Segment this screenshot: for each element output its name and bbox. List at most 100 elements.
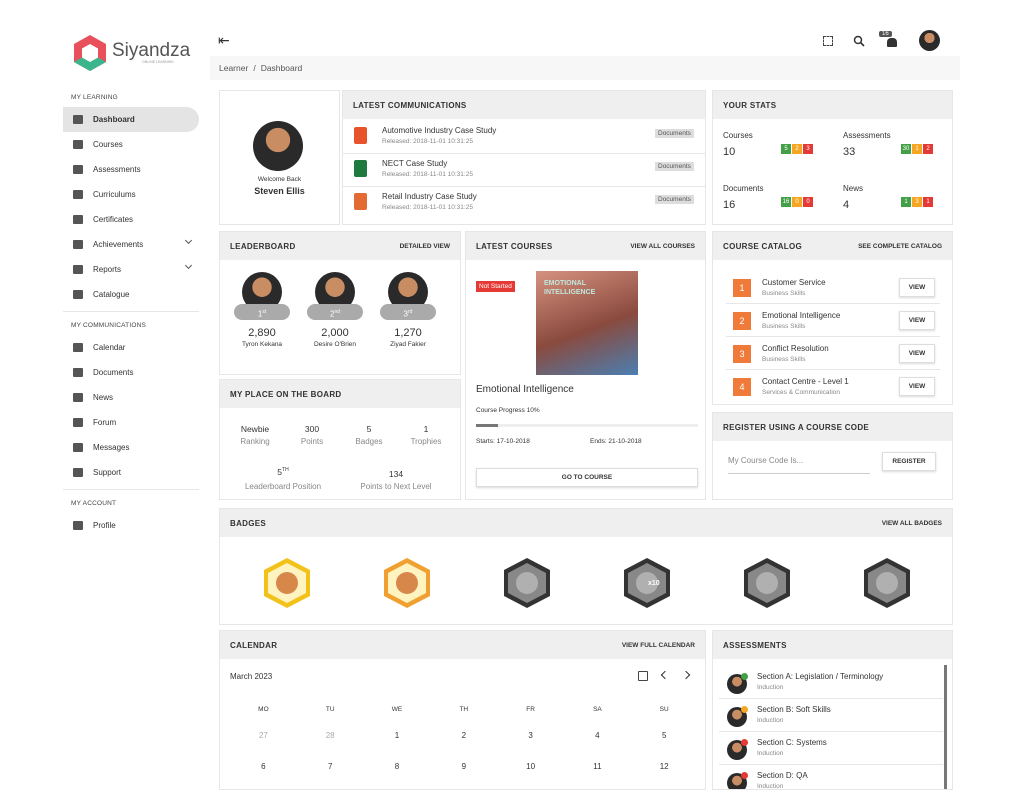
calendar-day[interactable]: 4 xyxy=(595,731,600,740)
view-button[interactable]: VIEW xyxy=(899,344,935,363)
nav-item[interactable]: Dashboard xyxy=(63,107,199,132)
calendar-day[interactable]: 1 xyxy=(394,731,400,740)
nav-item[interactable]: Profile xyxy=(63,513,199,538)
collapse-button[interactable]: ⇤ xyxy=(218,32,230,48)
calendar-day[interactable]: 28 xyxy=(325,731,335,740)
stat-value: 16 xyxy=(723,199,736,211)
catalog-category: Business Skills xyxy=(762,290,806,297)
assessment-title[interactable]: Section A: Legislation / Terminology xyxy=(757,672,884,681)
catalog-number: 2 xyxy=(733,312,751,330)
nav-item[interactable]: Forum xyxy=(63,410,199,435)
communication-title[interactable]: Automotive Industry Case Study xyxy=(382,126,497,135)
progress-value: 10% xyxy=(526,407,540,414)
calendar-day[interactable]: 10 xyxy=(526,762,536,771)
calendar-next[interactable] xyxy=(681,670,691,680)
register-button[interactable]: REGISTER xyxy=(882,452,936,471)
calendar-prev[interactable] xyxy=(660,670,670,680)
nav-icon xyxy=(73,290,83,299)
calendar-day[interactable]: 11 xyxy=(593,762,602,771)
rank-number: 2 xyxy=(329,309,335,319)
card-action[interactable]: VIEW FULL CALENDAR xyxy=(621,641,695,649)
card-action[interactable]: DETAILED VIEW xyxy=(399,242,450,250)
row-divider xyxy=(719,698,943,699)
calendar-day[interactable]: 7 xyxy=(327,762,333,771)
nav-item[interactable]: Support xyxy=(63,460,199,485)
nav-item[interactable]: Assessments xyxy=(63,157,199,182)
row-divider xyxy=(343,186,705,187)
calendar-day[interactable]: 2 xyxy=(461,731,467,740)
notification-count: 16 xyxy=(879,31,892,37)
nav-label: Assessments xyxy=(93,165,141,174)
nav-divider xyxy=(63,311,199,312)
catalog-title: Emotional Intelligence xyxy=(762,311,841,320)
search-button[interactable] xyxy=(853,35,866,48)
view-button[interactable]: VIEW xyxy=(899,377,935,396)
course-code-input[interactable]: My Course Code Is... xyxy=(728,456,870,474)
badge[interactable] xyxy=(382,557,432,609)
nav-item[interactable]: Reports xyxy=(63,257,199,282)
view-button[interactable]: VIEW xyxy=(899,278,935,297)
scrollbar xyxy=(944,665,947,789)
nav-item[interactable]: News xyxy=(63,385,199,410)
nav-item[interactable]: Achievements xyxy=(63,232,199,257)
card-action[interactable]: SEE COMPLETE CATALOG xyxy=(858,242,942,250)
row-divider xyxy=(719,731,943,732)
catalog-category: Services & Communication xyxy=(762,389,841,396)
position-label: Leaderboard Position xyxy=(244,482,322,491)
breadcrumb-item[interactable]: Learner xyxy=(219,63,249,73)
card-header: LATEST COMMUNICATIONS xyxy=(343,91,705,119)
badge[interactable] xyxy=(502,557,552,609)
card-action[interactable]: VIEW ALL BADGES xyxy=(881,519,942,527)
calendar-day[interactable]: 8 xyxy=(394,762,400,771)
badge[interactable] xyxy=(742,557,792,609)
badge[interactable] xyxy=(262,557,312,609)
card-title: ASSESSMENTS xyxy=(723,640,787,650)
card-title: COURSE CATALOG xyxy=(723,241,803,251)
assessment-title[interactable]: Section B: Soft Skills xyxy=(757,705,831,714)
calendar-day[interactable]: 5 xyxy=(661,731,667,740)
assessment-title[interactable]: Section D: QA xyxy=(757,771,808,780)
fullscreen-button[interactable] xyxy=(823,36,833,46)
leader-rank: 2nd xyxy=(307,304,363,320)
user-avatar[interactable] xyxy=(919,30,940,51)
badge[interactable] xyxy=(622,557,672,609)
nav-icon xyxy=(73,393,83,402)
card-header: ASSESSMENTS xyxy=(713,631,952,659)
nav-item[interactable]: Calendar xyxy=(63,335,199,360)
row-divider xyxy=(726,303,940,304)
card-title: LATEST COURSES xyxy=(476,241,553,251)
nav-item[interactable]: Documents xyxy=(63,360,199,385)
card-action[interactable]: VIEW ALL COURSES xyxy=(630,242,695,250)
nav-item[interactable]: Curriculums xyxy=(63,182,199,207)
calendar-picker[interactable] xyxy=(638,671,648,681)
communication-title[interactable]: NECT Case Study xyxy=(382,159,448,168)
weekday: FR xyxy=(526,706,535,713)
calendar-day[interactable]: 3 xyxy=(528,731,533,740)
nav-item[interactable]: Messages xyxy=(63,435,199,460)
nav-item[interactable]: Catalogue xyxy=(63,282,199,307)
progress-bar xyxy=(476,424,499,427)
calendar-day[interactable]: 12 xyxy=(659,762,669,771)
calendar-day[interactable]: 6 xyxy=(261,762,266,771)
weekday: TU xyxy=(325,706,335,713)
place-card: MY PLACE ON THE BOARD Newbie Ranking 300 Poi… xyxy=(219,379,461,500)
next-label: Points to Next Level xyxy=(360,482,432,491)
communication-tag: Documents xyxy=(655,195,694,204)
catalog-number: 4 xyxy=(733,378,751,396)
calendar-day[interactable]: 9 xyxy=(461,762,467,771)
leader-rank: 1st xyxy=(234,304,290,320)
assessment-title[interactable]: Section C: Systems xyxy=(757,738,827,747)
calendar-day[interactable]: 27 xyxy=(258,731,268,740)
nav-item[interactable]: Courses xyxy=(63,132,199,157)
notifications-button[interactable] xyxy=(887,38,897,47)
view-button[interactable]: VIEW xyxy=(899,311,935,330)
nav-item[interactable]: Certificates xyxy=(63,207,199,232)
communication-title[interactable]: Retail Industry Case Study xyxy=(382,192,477,201)
leaderboard-position: 5TH xyxy=(233,467,333,477)
assessment-status xyxy=(741,673,748,680)
go-to-course-button[interactable]: GO TO COURSE xyxy=(476,468,698,487)
badge[interactable] xyxy=(862,557,912,609)
place-value: 5 xyxy=(366,424,372,434)
